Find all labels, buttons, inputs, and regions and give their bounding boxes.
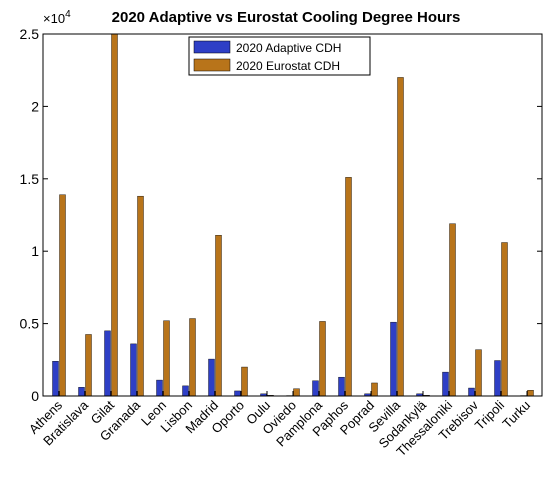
bar-adaptive-thessaloniki — [442, 371, 449, 397]
bar-adaptive-tripoli — [494, 360, 501, 397]
y-tick-label: 1 — [31, 243, 39, 259]
bar-eurostat-lisbon — [189, 318, 196, 397]
y-tick-label: 0 — [31, 388, 39, 404]
x-tick-label: Tripoli — [472, 397, 507, 432]
legend-swatch-adaptive — [193, 40, 231, 54]
bar-eurostat-granada — [137, 195, 144, 397]
bar-eurostat-sevilla — [397, 77, 404, 397]
plot-area-box — [42, 33, 543, 397]
bar-eurostat-madrid — [215, 235, 222, 397]
bar-adaptive-madrid — [208, 358, 215, 397]
bar-eurostat-bratislava — [85, 334, 92, 397]
bar-adaptive-gilat — [104, 330, 111, 397]
bar-adaptive-lisbon — [182, 385, 189, 397]
y-tick-label: 1.5 — [20, 171, 40, 187]
bar-eurostat-oviedo — [293, 388, 300, 397]
bar-eurostat-tripoli — [501, 242, 508, 397]
bar-adaptive-leon — [156, 379, 163, 397]
y-tick-label: 2 — [31, 98, 39, 114]
bar-adaptive-sevilla — [390, 321, 397, 397]
chart-title: 2020 Adaptive vs Eurostat Cooling Degree… — [112, 9, 461, 26]
bar-eurostat-turku — [527, 390, 534, 397]
bar-adaptive-bratislava — [78, 387, 85, 397]
bar-adaptive-pamplona — [312, 380, 319, 397]
bar-eurostat-thessaloniki — [449, 223, 456, 397]
bar-eurostat-poprad — [371, 382, 378, 397]
bar-adaptive-oporto — [234, 390, 241, 397]
bar-eurostat-gilat — [111, 33, 118, 397]
bar-eurostat-oporto — [241, 366, 248, 397]
y-axis-ticks: 0 0.5 1 1.5 2 2.5 — [20, 26, 542, 404]
x-tick-label: Turku — [499, 398, 533, 432]
bar-adaptive-granada — [130, 343, 137, 397]
bar-eurostat-leon — [163, 320, 170, 397]
legend-label-adaptive: 2020 Adaptive CDH — [236, 41, 341, 55]
legend-label-eurostat: 2020 Eurostat CDH — [236, 59, 340, 73]
bar-adaptive-athens — [52, 361, 59, 397]
bar-adaptive-trebisov — [468, 387, 475, 397]
x-axis-labels: AthensBratislavaGilatGranadaLeonLisbonMa… — [26, 391, 533, 459]
bar-adaptive-paphos — [338, 376, 345, 397]
y-multiplier-label: ×104 — [43, 9, 71, 26]
legend-swatch-eurostat — [193, 58, 231, 72]
y-tick-label: 2.5 — [20, 26, 40, 42]
legend: 2020 Adaptive CDH 2020 Eurostat CDH — [188, 36, 371, 76]
y-tick-label: 0.5 — [20, 316, 40, 332]
bar-eurostat-pamplona — [319, 321, 326, 397]
bar-eurostat-paphos — [345, 177, 352, 397]
bar-eurostat-athens — [59, 194, 66, 397]
bars-group — [52, 33, 534, 397]
bar-eurostat-trebisov — [475, 349, 482, 397]
